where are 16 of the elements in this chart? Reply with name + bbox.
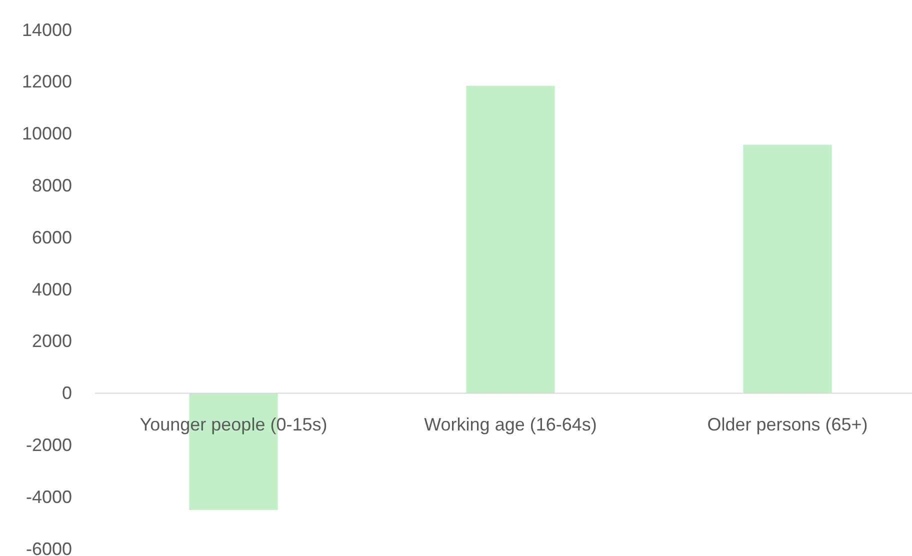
y-tick-label: 8000 xyxy=(32,175,72,196)
y-tick-label: 12000 xyxy=(22,72,72,92)
y-tick-label: -4000 xyxy=(26,486,72,507)
bar xyxy=(743,144,832,394)
y-tick-label: 14000 xyxy=(22,20,72,40)
y-tick-label: -6000 xyxy=(26,538,72,556)
y-tick-label: 4000 xyxy=(32,279,72,300)
x-tick-label: Working age (16-64s) xyxy=(424,414,597,434)
y-tick-label: 0 xyxy=(62,383,72,404)
y-tick-label: -2000 xyxy=(26,434,72,455)
y-tick-label: 6000 xyxy=(32,227,72,248)
y-tick-label: 10000 xyxy=(22,124,72,144)
x-tick-label: Younger people (0-15s) xyxy=(140,414,328,434)
bar xyxy=(466,86,555,394)
y-tick-label: 2000 xyxy=(32,331,72,352)
x-tick-label: Older persons (65+) xyxy=(707,414,868,434)
